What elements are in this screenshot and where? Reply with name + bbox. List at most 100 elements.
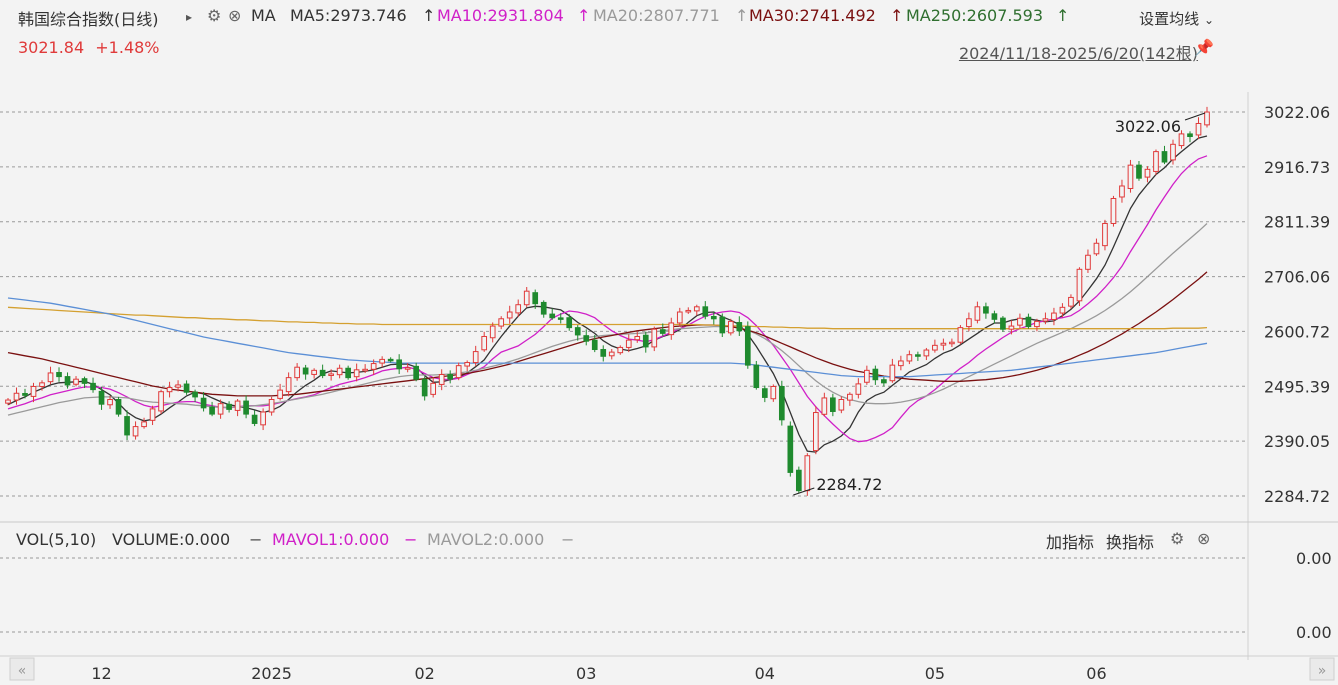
candle-body (413, 365, 420, 380)
ma20-value: MA20:2807.771 (593, 6, 720, 25)
candle (47, 366, 54, 385)
candle-body (889, 364, 896, 382)
candle (64, 372, 71, 389)
indicator-name: MA (251, 6, 276, 25)
candle-body (285, 377, 292, 393)
series-line-ma250 (7, 306, 1208, 330)
candle (591, 334, 598, 353)
add-indicator-button[interactable]: 加指标 (1046, 533, 1095, 552)
candle (532, 289, 539, 309)
candle-body (761, 388, 768, 398)
candle-body (1008, 325, 1015, 330)
candle (710, 311, 717, 325)
candle (336, 364, 343, 379)
candle (915, 351, 921, 361)
candle (472, 345, 479, 367)
candle-body (1076, 268, 1083, 302)
time-tick-label: 02 (414, 664, 434, 683)
time-tick-label: 12 (91, 664, 111, 683)
candle (838, 396, 845, 414)
candle-body (642, 334, 649, 348)
candle (268, 396, 275, 416)
ma-settings-button[interactable]: 设置均线 ⌄ (1139, 8, 1214, 29)
candle-body (991, 313, 998, 320)
candle (1119, 179, 1125, 203)
candle (430, 377, 437, 398)
pin-icon[interactable]: 📌 (1194, 38, 1214, 57)
candle-body (302, 367, 309, 375)
candle (438, 369, 445, 391)
candle-body (370, 363, 377, 370)
price-tick-label: 2600.72 (1264, 322, 1330, 341)
candle-body (710, 315, 717, 320)
chevron-down-icon: ⌄ (1203, 13, 1214, 27)
candle (464, 360, 471, 372)
candle-body (175, 384, 181, 388)
expand-triangle-icon[interactable]: ▸ (186, 10, 193, 24)
candle (132, 421, 139, 440)
mavol2-dash-icon: − (561, 530, 575, 549)
candle (353, 363, 360, 382)
close-icon[interactable]: ⊗ (228, 6, 242, 25)
candle-body (744, 326, 751, 366)
candle-body (693, 306, 700, 312)
candle (676, 307, 683, 327)
candle-body (489, 325, 496, 339)
series-line-ma30 (7, 271, 1208, 397)
candle (455, 362, 462, 381)
candle-body (881, 379, 887, 384)
gear-icon[interactable]: ⚙ (207, 6, 222, 25)
candle-body (56, 372, 62, 378)
candle-body (625, 339, 632, 348)
candle (421, 376, 428, 401)
candle-body (617, 346, 624, 354)
candle (311, 368, 317, 379)
volume-close-icon[interactable]: ⊗ (1197, 529, 1211, 548)
candle-body (804, 455, 811, 492)
time-axis: 12 2025 02 03 04 05 06 « » (9, 657, 1335, 683)
candle-body (200, 397, 207, 409)
candle-body (838, 399, 845, 411)
candle (243, 395, 249, 419)
annotation-high: 3022.06 (1115, 117, 1181, 136)
candle (285, 372, 292, 397)
candle-body (209, 406, 215, 415)
candle-body (1110, 197, 1117, 224)
candle (881, 377, 887, 387)
candle (923, 347, 930, 361)
candle-body (574, 327, 581, 336)
volume-gear-icon[interactable]: ⚙ (1170, 529, 1185, 548)
candle (966, 312, 972, 332)
candle (447, 370, 454, 384)
vol-label: VOL(5,10) (16, 530, 97, 549)
candle (192, 389, 198, 403)
switch-indicator-button[interactable]: 换指标 (1106, 533, 1155, 552)
date-range-link[interactable]: 2024/11/18-2025/6/20(142根) (958, 44, 1198, 63)
candle-body (583, 335, 590, 342)
candle (1127, 159, 1134, 193)
candle (864, 365, 870, 385)
candle-body (778, 385, 785, 421)
candle (855, 378, 862, 399)
volume-dash-icon: − (249, 530, 263, 549)
candle-body (90, 382, 96, 391)
chart-title: 韩国综合指数(日线) (18, 10, 159, 29)
candle (1076, 267, 1083, 307)
candle (523, 287, 530, 308)
candle-body (319, 369, 326, 377)
candle-body (124, 416, 130, 436)
time-tick-label: 06 (1086, 664, 1106, 683)
candle (778, 380, 785, 426)
candle (149, 405, 156, 426)
candle (107, 395, 113, 409)
candle-body (702, 306, 709, 317)
candle-body (421, 378, 428, 397)
candle (906, 350, 913, 365)
candlestick-series (5, 106, 1210, 496)
candle (719, 313, 726, 338)
candle (693, 304, 700, 316)
candle (251, 410, 258, 427)
candle (141, 417, 147, 429)
candle-body (498, 318, 505, 327)
